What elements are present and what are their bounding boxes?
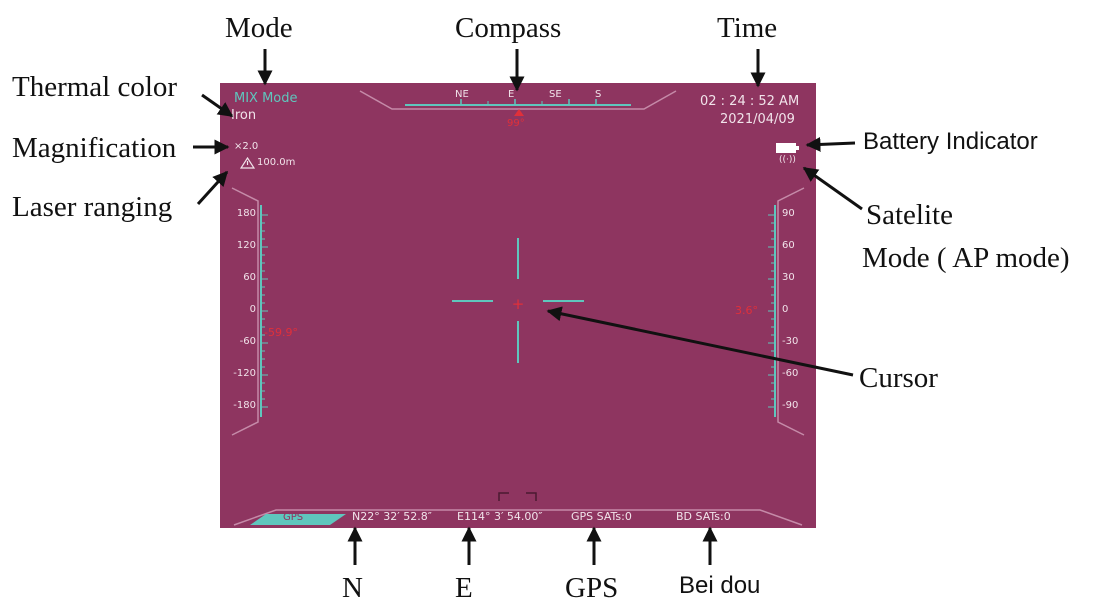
right-scale-label: -60 (782, 368, 799, 379)
longitude-value: E114° 3′ 54.00″ (457, 510, 543, 523)
gps-tab-label: GPS (283, 512, 304, 523)
gps-sats-count: GPS SATs:0 (571, 510, 632, 523)
callout-satellite: Satelite (866, 199, 953, 231)
bottom-bracket (233, 509, 803, 526)
right-scale-label: 60 (782, 240, 795, 251)
clock-date: 2021/04/09 (720, 112, 795, 127)
battery-icon (776, 143, 799, 153)
callout-n: N (342, 572, 363, 604)
satellite-icon: ((·)) (779, 155, 796, 165)
right-scale-label: 90 (782, 208, 795, 219)
left-scale-label: 60 (243, 272, 256, 283)
heading-marker (514, 109, 524, 116)
cursor-crosshair: + (452, 238, 584, 363)
latitude-value: N22° 32′ 52.8″ (352, 510, 432, 523)
callout-ap-mode: Mode ( AP mode) (862, 242, 1070, 274)
callout-gps: GPS (565, 572, 619, 604)
left-scale-label: 180 (236, 208, 256, 219)
right-readout: 3.6° (735, 304, 758, 317)
arrow-battery (805, 136, 856, 152)
laser-range-icon (240, 157, 255, 169)
bd-sats-count: BD SATs:0 (676, 510, 731, 523)
range-value: 100.0m (257, 157, 296, 168)
compass-label-se: SE (549, 89, 562, 100)
right-bracket (777, 187, 805, 436)
callout-mode: Mode (225, 12, 293, 44)
arrow-cursor (546, 306, 854, 377)
left-scale-label: -120 (233, 368, 256, 379)
callout-e: E (455, 572, 473, 604)
right-scale-label: -30 (782, 336, 799, 347)
callout-thermal-color: Thermal color (12, 71, 178, 103)
right-scale-label: 30 (782, 272, 795, 283)
arrow-satellite (802, 166, 863, 211)
gps-tab-shape (250, 514, 346, 525)
compass-label-e: E (508, 89, 515, 100)
left-readout: -59.9° (264, 326, 298, 339)
clock-time: 02 : 24 : 52 AM (700, 94, 800, 109)
compass-label-ne: NE (455, 89, 469, 100)
mode-label: MIX Mode (234, 91, 298, 106)
arrow-thermal-color (201, 93, 234, 118)
arrow-laser-ranging (196, 170, 229, 206)
hud-frame: + (231, 90, 805, 526)
left-scale-label: -180 (233, 400, 256, 411)
callout-battery-indicator: Battery Indicator (863, 128, 1038, 155)
compass-label-s: S (595, 89, 602, 100)
callout-magnification: Magnification (12, 132, 177, 164)
callout-time: Time (717, 12, 778, 44)
heading-value: 99° (507, 118, 525, 129)
right-scale-label: 0 (782, 304, 789, 315)
svg-text:+: + (512, 295, 525, 313)
right-scale-label: -90 (782, 400, 799, 411)
left-scale-label: 0 (249, 304, 256, 315)
callout-cursor: Cursor (859, 362, 938, 394)
left-scale-ticks (261, 214, 268, 408)
callout-laser-ranging: Laser ranging (12, 191, 173, 223)
compass-bracket (359, 90, 677, 110)
callout-bei-dou: Bei dou (679, 572, 761, 599)
thermal-screen: + MIX Mode Iron ×2.0 100.0m NE E SE S 99… (220, 83, 816, 528)
left-scale-label: 120 (236, 240, 256, 251)
palette-label: Iron (231, 108, 257, 123)
left-bracket (231, 187, 259, 436)
range-readout: 100.0m (240, 157, 295, 169)
zoom-label: ×2.0 (234, 141, 259, 152)
left-scale-label: -60 (239, 336, 256, 347)
callout-compass: Compass (455, 12, 562, 44)
